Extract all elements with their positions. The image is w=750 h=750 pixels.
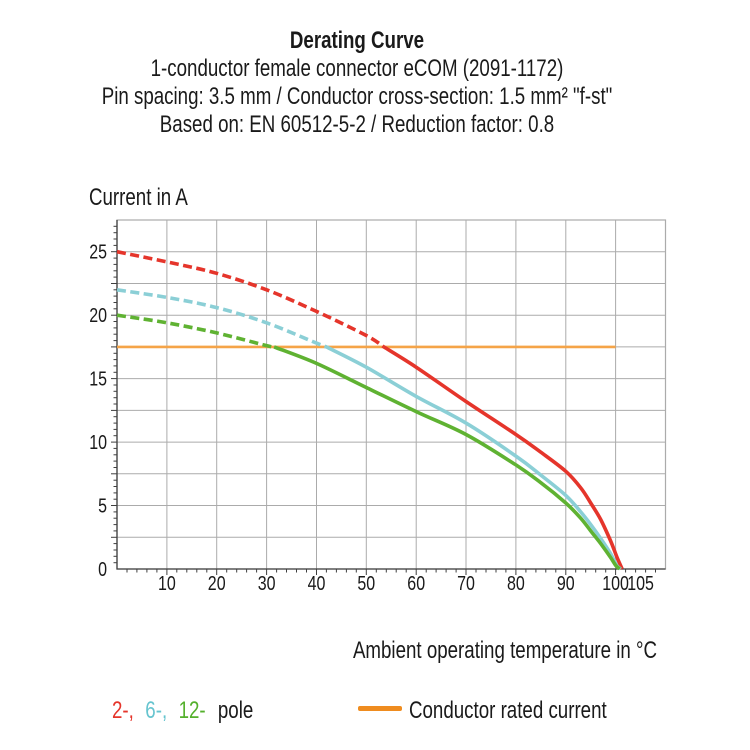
x-tick-label: 105 [627,572,654,594]
x-tick-label: 10 [158,572,176,594]
chart-subtitle-product: 1-conductor female connector eCOM (2091-… [150,55,564,82]
x-tick-label: 70 [457,572,475,594]
axis-ticks [111,225,656,575]
x-tick-label: 50 [357,572,375,594]
y-tick-label: 20 [89,305,107,327]
x-tick-label: 20 [208,572,226,594]
legend-pole-suffix: pole [217,697,254,724]
curve-6-pole-dashed [116,288,328,349]
curve-2-pole-dashed [116,249,385,349]
gridlines [117,220,666,569]
y-tick-label: 15 [89,368,107,390]
pole-legend: 2-, 6-, 12- pole [112,697,253,725]
chart-header: Derating Curve 1-conductor female connec… [93,27,622,139]
x-tick-label: 80 [507,572,525,594]
y-tick-labels: 0 5 10 15 20 25 [89,241,107,580]
chart-subtitle-standard: Based on: EN 60512-5-2 / Reduction facto… [159,111,555,138]
y-tick-label: 5 [98,495,107,517]
y-tick-label: 10 [89,431,107,453]
legend-12-pole: 12- [178,697,206,724]
legend-2-pole: 2-, [112,697,134,724]
y-axis-title: Current in A [89,184,188,211]
legend-6-pole: 6-, [145,697,168,724]
chart-subtitle-specs: Pin spacing: 3.5 mm / Conductor cross-se… [101,83,613,110]
x-tick-label: 60 [407,572,425,594]
curve-12-pole-dashed [116,313,276,349]
x-tick-label: 90 [557,572,575,594]
x-tick-label: 40 [308,572,326,594]
rated-current-swatch [358,706,402,711]
x-tick-label: 30 [258,572,276,594]
rated-current-label: Conductor rated current [409,697,607,724]
curve-12-pole-solid [273,345,621,571]
curve-2-pole-solid [382,345,624,570]
chart-title: Derating Curve [289,27,425,54]
y-tick-label: 25 [89,241,107,263]
curve-6-pole-solid [325,345,622,571]
y-tick-label: 0 [98,558,107,580]
x-axis-title: Ambient operating temperature in °C [352,637,657,664]
axis-lines [116,220,666,570]
x-tick-label: 100 [602,572,629,594]
